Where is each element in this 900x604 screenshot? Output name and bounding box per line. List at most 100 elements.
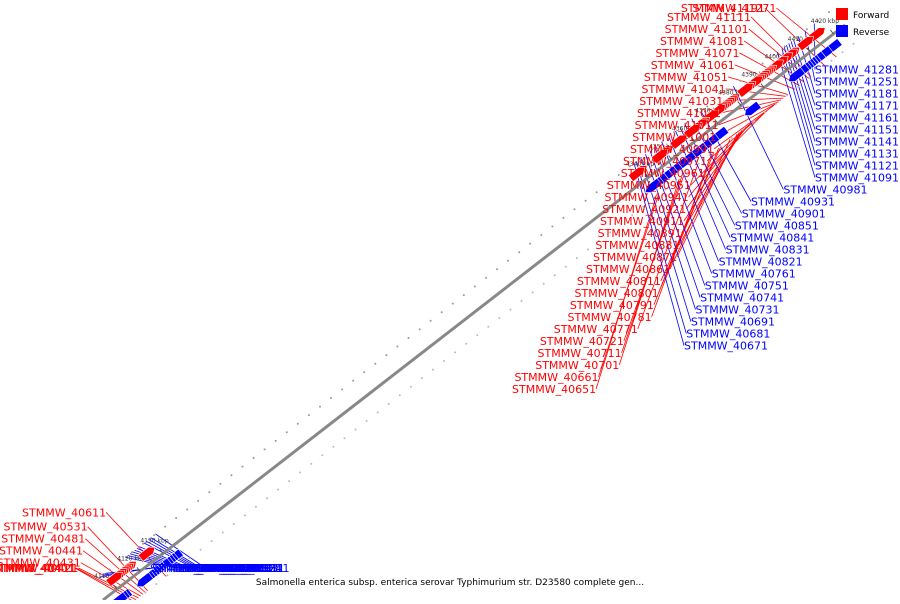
gene-label[interactable]: STMMW_41041	[642, 83, 726, 96]
gene-label[interactable]: STMMW_41161	[815, 112, 899, 125]
reverse-gene-stmmw_40511[interactable]	[134, 571, 154, 589]
reverse-gene-stmmw_41091[interactable]	[786, 66, 806, 84]
gene-label[interactable]: STMMW_41151	[815, 124, 899, 137]
gene-label[interactable]: STMMW_40581	[189, 562, 273, 575]
gene-label[interactable]: STMMW_40511	[175, 562, 259, 575]
gene-label[interactable]: STMMW_40441	[0, 545, 83, 558]
forward-gene-stmmw_40701[interactable]	[650, 146, 670, 165]
gene-label[interactable]: STMMW_40641	[206, 562, 290, 575]
gene-label[interactable]: STMMW_40571	[187, 562, 271, 575]
gene-label[interactable]: STMMW_40401	[0, 562, 75, 575]
gene-label[interactable]: STMMW_40461	[150, 562, 234, 575]
gene-label[interactable]: STMMW_41121	[815, 160, 899, 173]
gene-label[interactable]: STMMW_40811	[577, 275, 661, 288]
forward-gene-stmmw_40611[interactable]	[137, 544, 157, 562]
gene-label[interactable]: STMMW_41131	[815, 148, 899, 161]
gene-leader-line	[679, 132, 740, 246]
gene-label[interactable]: STMMW_40851	[735, 220, 819, 233]
gene-label[interactable]: STMMW_40941	[605, 191, 689, 204]
gene-label[interactable]: STMMW_40671	[684, 340, 768, 353]
gene-label[interactable]: STMMW_40481	[1, 533, 85, 546]
gene-label[interactable]: STMMW_40821	[719, 256, 803, 269]
gene-label[interactable]: STMMW_40701	[535, 359, 619, 372]
gene-label[interactable]: STMMW_40911	[600, 215, 684, 228]
gene-label[interactable]: STMMW_40501	[155, 562, 239, 575]
gene-label[interactable]: STMMW_41001	[632, 131, 716, 144]
gene-label[interactable]: STMMW_40431	[0, 557, 81, 570]
forward-gene-stmmw_40771[interactable]	[669, 132, 689, 150]
gene-label[interactable]: STMMW_40421	[0, 562, 78, 575]
scale-tick	[714, 119, 719, 124]
gene-leader-line	[661, 141, 713, 274]
gene-label[interactable]: STMMW_41181	[815, 88, 899, 101]
gene-label[interactable]: STMMW_40971	[623, 155, 707, 168]
gene-label[interactable]: STMMW_40841	[730, 232, 814, 245]
gene-label[interactable]: STMMW_40881	[595, 239, 679, 252]
gene-label[interactable]: STMMW_41051	[644, 71, 728, 84]
gene-label[interactable]: STMMW_40931	[751, 196, 835, 209]
gene-label[interactable]: STMMW_41251	[815, 76, 899, 89]
gene-label[interactable]: STMMW_41271	[692, 2, 776, 15]
gene-label[interactable]: STMMW_41091	[815, 172, 899, 185]
gene-label[interactable]: STMMW_40711	[538, 347, 622, 360]
gene-label[interactable]: STMMW_40831	[726, 244, 810, 257]
gene-label[interactable]: STMMW_41171	[815, 100, 899, 113]
gene-label[interactable]: STMMW_40561	[185, 562, 269, 575]
gene-features	[105, 27, 843, 604]
gene-label[interactable]: STMMW_41011	[635, 119, 719, 132]
forward-gene-stmmw_40401[interactable]	[105, 569, 125, 587]
gene-label[interactable]: STMMW_40591	[194, 562, 278, 575]
gene-label[interactable]: STMMW_40741	[700, 292, 784, 305]
gene-label[interactable]: STMMW_40991	[630, 143, 714, 156]
gene-label[interactable]: STMMW_40961	[621, 167, 705, 180]
gene-label[interactable]: STMMW_40801	[575, 287, 659, 300]
gene-label[interactable]: STMMW_40901	[742, 208, 826, 221]
gene-label[interactable]: STMMW_40621	[199, 562, 283, 575]
gene-label[interactable]: STMMW_40981	[783, 184, 867, 197]
forward-gene-stmmw_40961[interactable]	[736, 80, 756, 98]
gene-label[interactable]: STMMW_40731	[696, 304, 780, 317]
gene-label[interactable]: STMMW_41021	[637, 107, 721, 120]
gene-label[interactable]: STMMW_40921	[602, 203, 686, 216]
gene-label[interactable]: STMMW_40781	[568, 311, 652, 324]
gene-leader-line	[700, 111, 752, 202]
gene-label[interactable]: STMMW_40521	[178, 562, 262, 575]
gene-label[interactable]: STMMW_41141	[815, 136, 899, 149]
gene-label[interactable]: STMMW_40721	[540, 335, 624, 348]
gene-label[interactable]: STMMW_40951	[607, 179, 691, 192]
reverse-gene-stmmw_40981[interactable]	[742, 100, 762, 118]
forward-gene-stmmw_40781[interactable]	[683, 121, 703, 140]
gene-label[interactable]: STMMW_41031	[639, 95, 723, 108]
gene-label[interactable]: STMMW_41061	[651, 59, 735, 72]
gene-label[interactable]: STMMW_40861	[586, 263, 670, 276]
reverse-gene-stmmw_40671[interactable]	[643, 177, 663, 195]
gene-label[interactable]: STMMW_40751	[705, 280, 789, 293]
gene-label[interactable]: STMMW_41191	[681, 2, 765, 15]
gene-label[interactable]: STMMW_40541	[180, 562, 264, 575]
gene-label[interactable]: STMMW_41081	[660, 35, 744, 48]
gene-label[interactable]: STMMW_40651	[512, 383, 596, 396]
gene-label[interactable]: STMMW_40681	[686, 328, 770, 341]
gene-label[interactable]: STMMW_40891	[598, 227, 682, 240]
gene-label[interactable]: STMMW_40691	[691, 316, 775, 329]
gene-label[interactable]: STMMW_41101	[665, 23, 749, 36]
gene-label[interactable]: STMMW_40491	[152, 562, 236, 575]
gene-label[interactable]: STMMW_40601	[196, 562, 280, 575]
forward-gene-stmmw_40651[interactable]	[627, 164, 647, 182]
forward-gene-stmmw_41191[interactable]	[796, 34, 816, 52]
gene-label[interactable]: STMMW_40551	[182, 562, 266, 575]
gene-label[interactable]: STMMW_40411	[0, 562, 76, 575]
gene-label[interactable]: STMMW_40531	[4, 521, 88, 534]
track-dot	[828, 11, 830, 14]
gene-label[interactable]: STMMW_41111	[667, 11, 751, 24]
gene-label[interactable]: STMMW_40871	[593, 251, 677, 264]
gene-label[interactable]: STMMW_40611	[22, 506, 106, 519]
track-dot	[695, 114, 698, 116]
gene-label[interactable]: STMMW_41281	[815, 64, 899, 77]
gene-label[interactable]: STMMW_40771	[554, 323, 638, 336]
gene-label[interactable]: STMMW_40661	[514, 371, 598, 384]
gene-label[interactable]: STMMW_40761	[712, 268, 796, 281]
gene-label[interactable]: STMMW_40791	[570, 299, 654, 312]
gene-label[interactable]: STMMW_41071	[655, 47, 739, 60]
gene-label[interactable]: STMMW_40631	[201, 562, 285, 575]
